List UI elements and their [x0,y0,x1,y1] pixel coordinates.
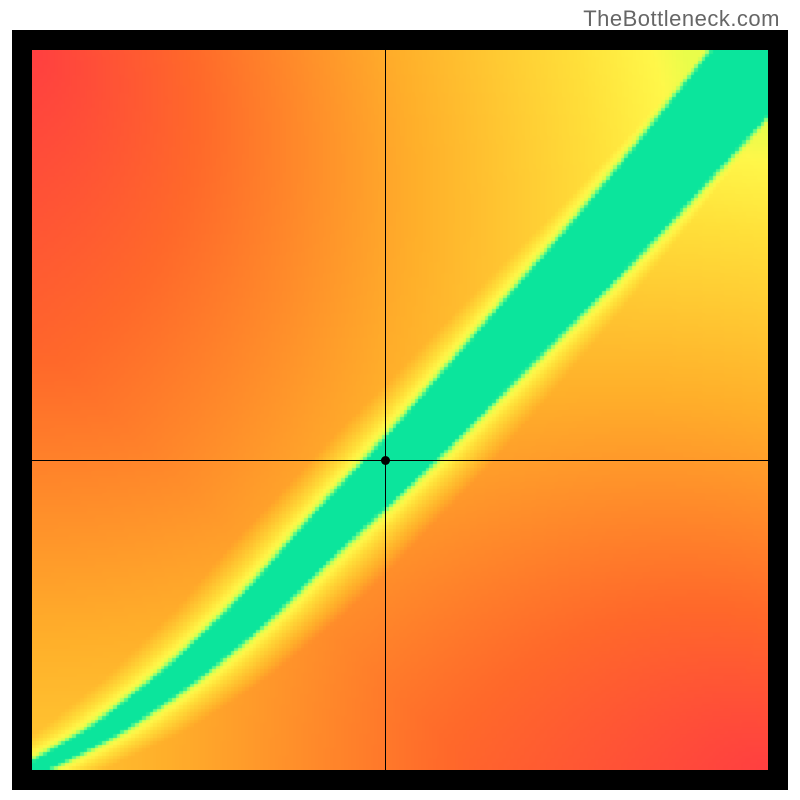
chart-container: TheBottleneck.com [0,0,800,800]
plot-frame [12,30,788,790]
heatmap-canvas [32,50,768,770]
watermark-text: TheBottleneck.com [583,6,780,32]
